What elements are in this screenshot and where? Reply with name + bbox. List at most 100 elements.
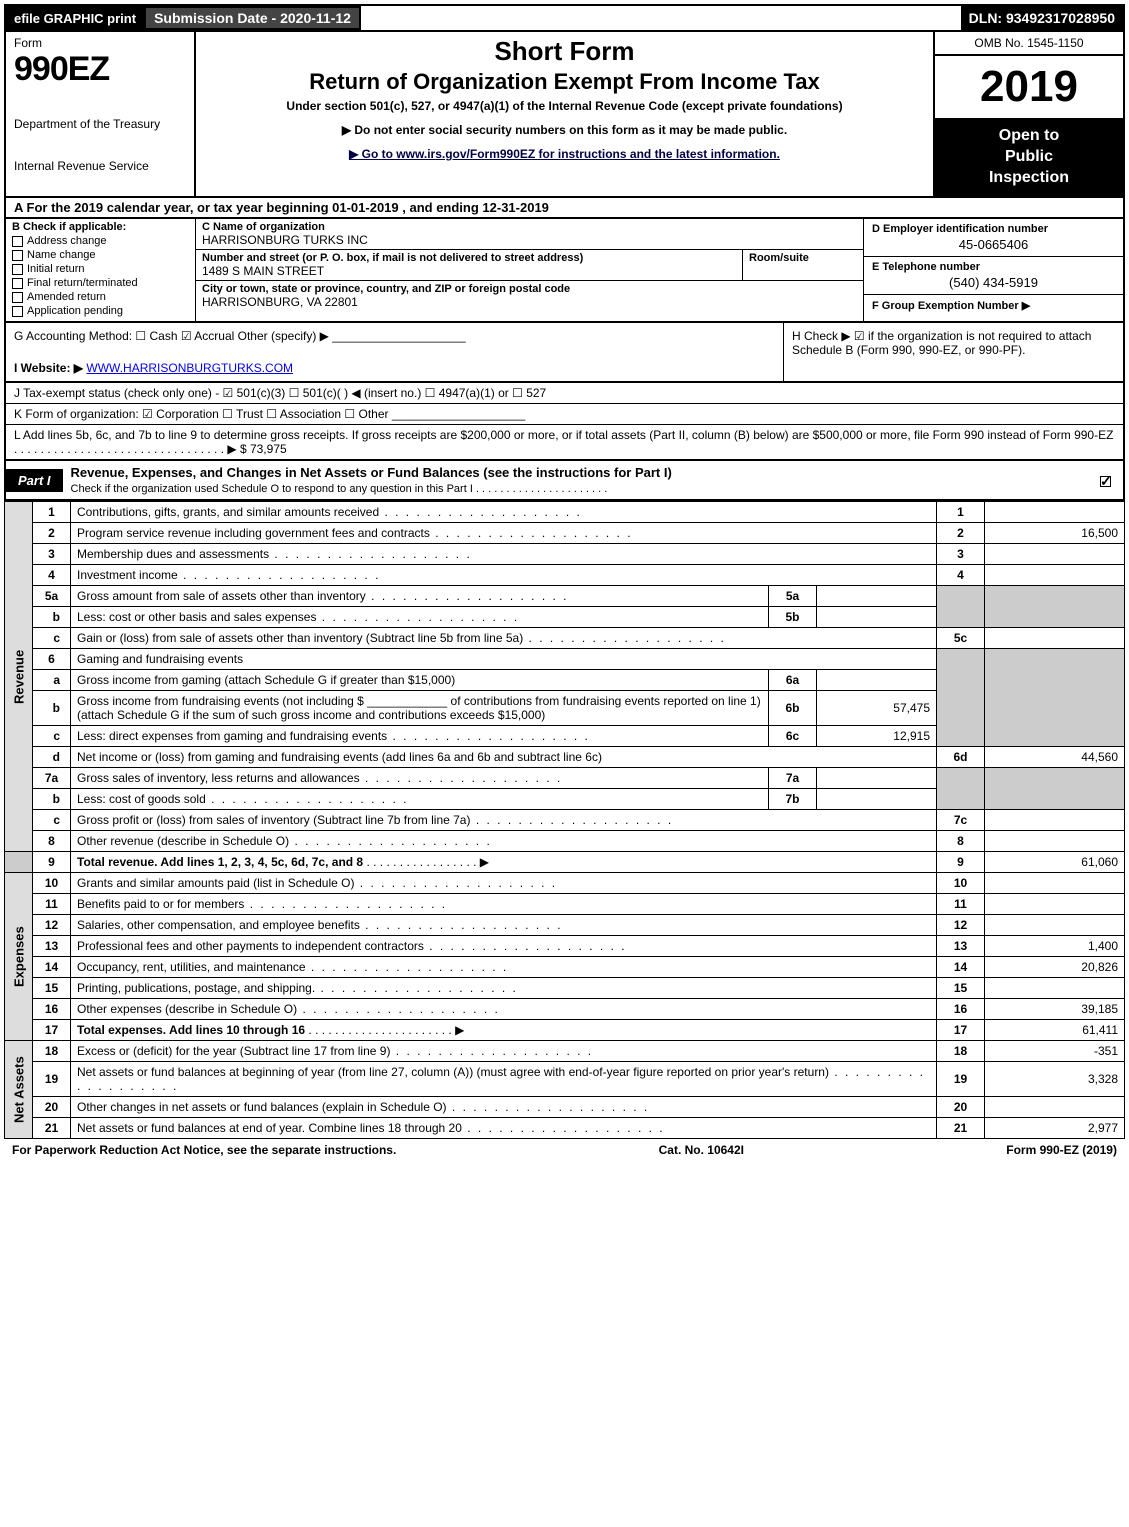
line-desc: Printing, publications, postage, and shi… [71,978,937,999]
col-num: 21 [937,1118,985,1139]
col-num: 15 [937,978,985,999]
col-val [985,894,1125,915]
col-num: 4 [937,565,985,586]
mid-val: 57,475 [817,691,937,726]
chk-amended-return[interactable]: Amended return [12,291,189,303]
table-row: 2 Program service revenue including gove… [5,523,1125,544]
line-desc: Grants and similar amounts paid (list in… [71,873,937,894]
label-f-group: F Group Exemption Number ▶ [872,300,1030,312]
irs-link[interactable]: ▶ Go to www.irs.gov/Form990EZ for instru… [349,147,780,161]
line-num: c [33,726,71,747]
website-label: I Website: ▶ [14,361,83,375]
go-to-line: ▶ Go to www.irs.gov/Form990EZ for instru… [208,147,921,161]
col-val: 1,400 [985,936,1125,957]
col-val: 2,977 [985,1118,1125,1139]
col-num: 16 [937,999,985,1020]
efile-print-button[interactable]: efile GRAPHIC print [6,6,144,30]
open-line-2: Public [943,147,1115,168]
table-row: 20 Other changes in net assets or fund b… [5,1097,1125,1118]
gray-cell [985,768,1125,810]
title-under-section: Under section 501(c), 527, or 4947(a)(1)… [208,99,921,113]
chk-initial-return[interactable]: Initial return [12,263,189,275]
open-line-3: Inspection [943,168,1115,189]
col-val: 61,060 [985,852,1125,873]
section-c: C Name of organization HARRISONBURG TURK… [196,219,863,321]
col-num: 20 [937,1097,985,1118]
line-desc: Less: direct expenses from gaming and fu… [71,726,769,747]
table-row: 15 Printing, publications, postage, and … [5,978,1125,999]
part-1-title-text: Revenue, Expenses, and Changes in Net As… [71,465,672,480]
part-1-checkbox[interactable] [1092,469,1123,492]
mid-num: 6c [769,726,817,747]
line-desc: Gross sales of inventory, less returns a… [71,768,769,789]
label-c-name: C Name of organization [202,221,325,233]
dept-irs: Internal Revenue Service [14,159,186,173]
g-accounting-method: G Accounting Method: ☐ Cash ☑ Accrual Ot… [14,329,775,343]
col-val [985,873,1125,894]
line-desc: Occupancy, rent, utilities, and maintena… [71,957,937,978]
table-row: c Gross profit or (loss) from sales of i… [5,810,1125,831]
line-desc: Gaming and fundraising events [71,649,937,670]
line-desc: Less: cost or other basis and sales expe… [71,607,769,628]
gray-cell [985,586,1125,628]
line-num: 10 [33,873,71,894]
form-header: Form 990EZ Department of the Treasury In… [4,32,1125,198]
l-text: L Add lines 5b, 6c, and 7b to line 9 to … [14,428,1113,456]
topbar-spacer [361,6,961,30]
chk-application-pending[interactable]: Application pending [12,305,189,317]
chk-name-change[interactable]: Name change [12,249,189,261]
col-val [985,978,1125,999]
label-street: Number and street (or P. O. box, if mail… [202,252,583,264]
revenue-table: Revenue 1 Contributions, gifts, grants, … [4,501,1125,1139]
table-row: 19 Net assets or fund balances at beginn… [5,1062,1125,1097]
col-val [985,810,1125,831]
line-desc: Membership dues and assessments [71,544,937,565]
line-desc: Contributions, gifts, grants, and simila… [71,502,937,523]
line-num: 13 [33,936,71,957]
line-num: 12 [33,915,71,936]
col-num: 2 [937,523,985,544]
table-row: 14 Occupancy, rent, utilities, and maint… [5,957,1125,978]
gray-cell [937,649,985,747]
gray-cell [937,586,985,628]
table-row: Expenses 10 Grants and similar amounts p… [5,873,1125,894]
col-val: 20,826 [985,957,1125,978]
chk-address-change[interactable]: Address change [12,235,189,247]
table-row: 11 Benefits paid to or for members 11 [5,894,1125,915]
website-link[interactable]: WWW.HARRISONBURGTURKS.COM [86,361,293,375]
line-num: b [33,607,71,628]
col-val: 16,500 [985,523,1125,544]
col-val [985,502,1125,523]
line-num: 5a [33,586,71,607]
col-val [985,628,1125,649]
mid-val [817,586,937,607]
title-return-of: Return of Organization Exempt From Incom… [208,69,921,95]
line-a-tax-year: A For the 2019 calendar year, or tax yea… [4,198,1125,219]
open-to-public-box: Open to Public Inspection [935,118,1123,196]
line-desc: Professional fees and other payments to … [71,936,937,957]
org-city: HARRISONBURG, VA 22801 [202,295,358,309]
line-desc: Excess or (deficit) for the year (Subtra… [71,1041,937,1062]
line-desc: Salaries, other compensation, and employ… [71,915,937,936]
mid-num: 7a [769,768,817,789]
part-1-header: Part I Revenue, Expenses, and Changes in… [4,461,1125,501]
l-gross-receipts: L Add lines 5b, 6c, and 7b to line 9 to … [4,425,1125,461]
col-num: 3 [937,544,985,565]
l-amount: $ 73,975 [240,442,287,456]
mid-val [817,768,937,789]
table-row: Revenue 1 Contributions, gifts, grants, … [5,502,1125,523]
chk-label: Initial return [27,263,84,275]
chk-final-return[interactable]: Final return/terminated [12,277,189,289]
page-footer: For Paperwork Reduction Act Notice, see … [4,1139,1125,1161]
mid-val [817,789,937,810]
gray-cell [985,649,1125,747]
mid-num: 6b [769,691,817,726]
label-room: Room/suite [749,252,809,264]
mid-val [817,670,937,691]
open-line-1: Open to [943,126,1115,147]
col-val: 44,560 [985,747,1125,768]
line-num: 7a [33,768,71,789]
col-val: 61,411 [985,1020,1125,1041]
gray-cell [5,852,33,873]
col-num: 9 [937,852,985,873]
